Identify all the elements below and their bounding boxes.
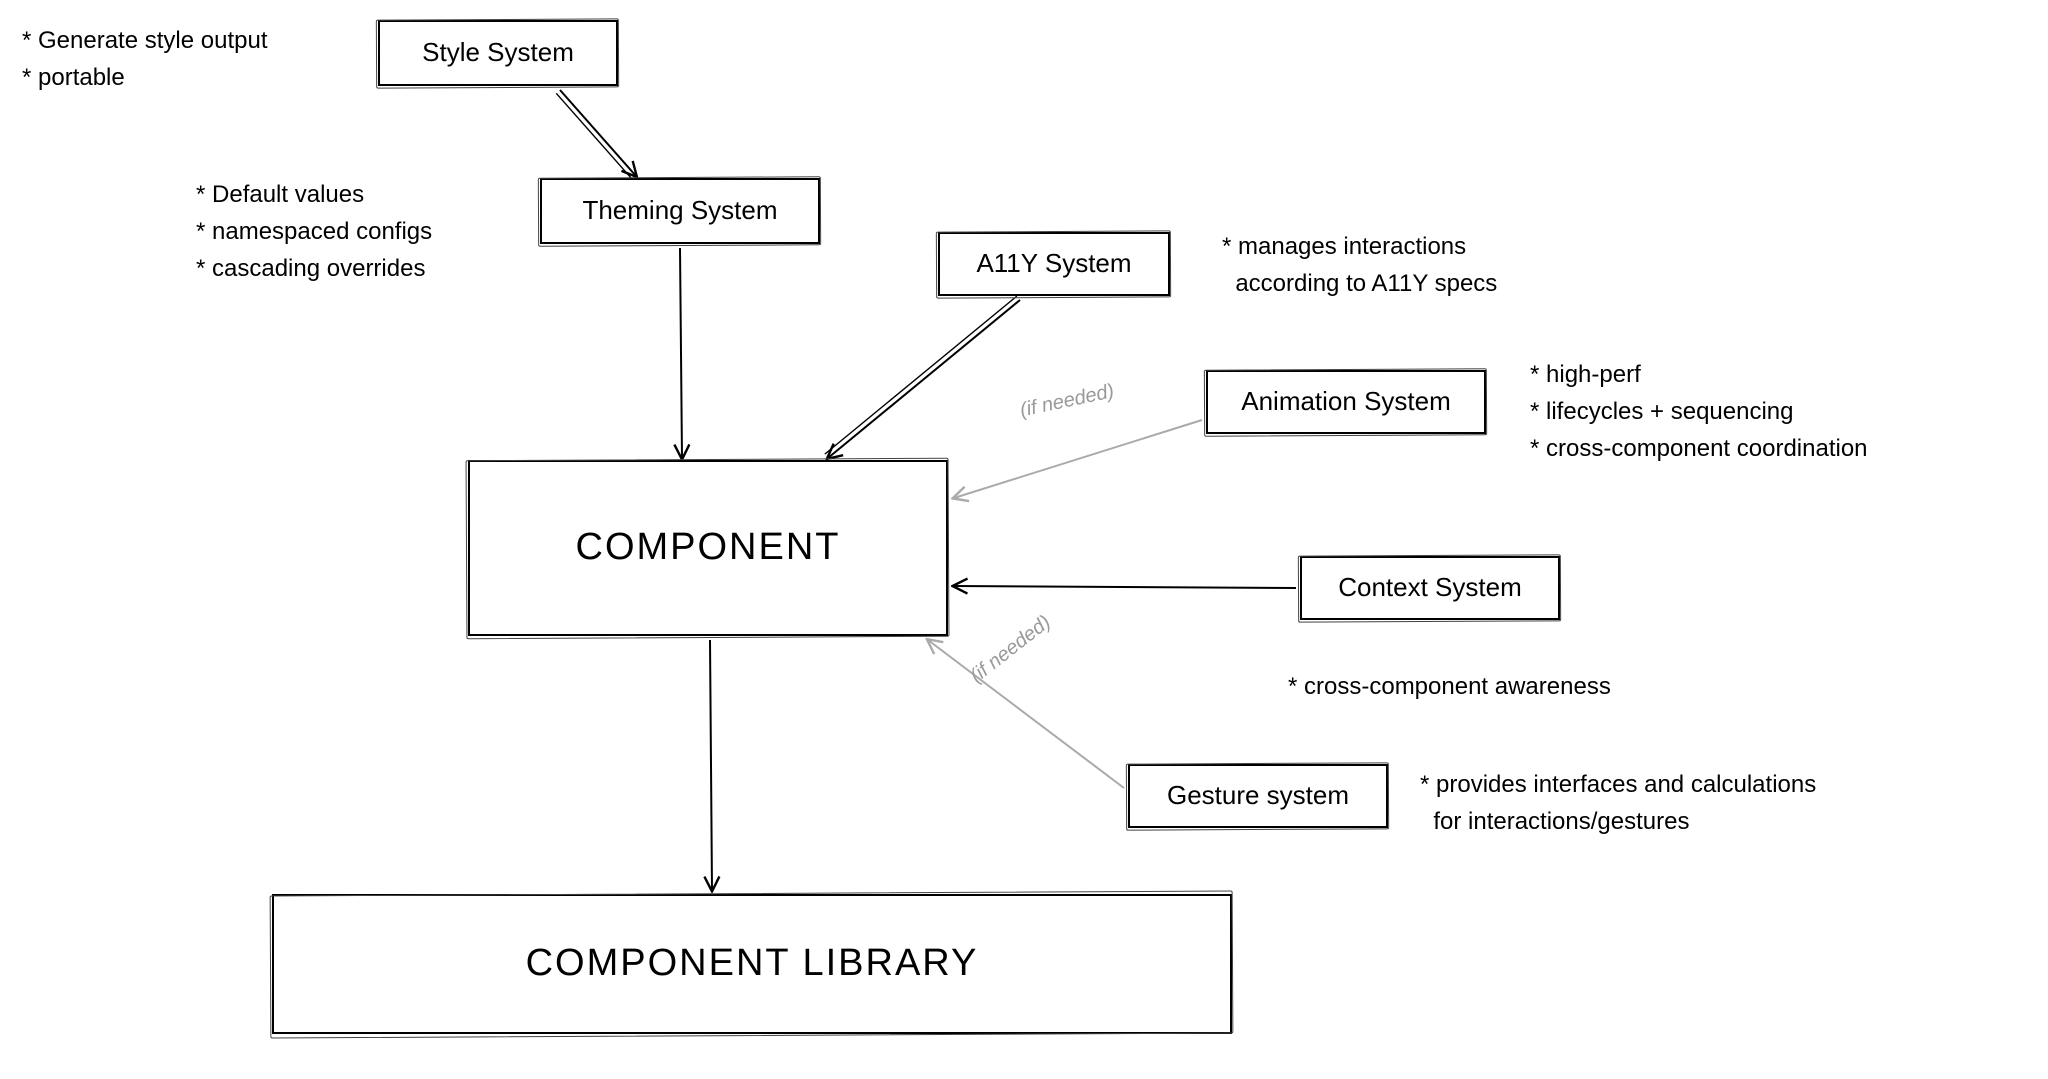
node-gesture-system: Gesture system [1128, 764, 1388, 828]
node-component-library: COMPONENT LIBRARY [272, 894, 1232, 1034]
note-theming: * Default values * namespaced configs * … [196, 176, 432, 288]
edge-a11y-to-component-b [825, 296, 1017, 454]
edge-gesture-to-component [928, 640, 1124, 788]
node-style-system: Style System [378, 20, 618, 86]
node-label: Gesture system [1167, 780, 1349, 811]
node-animation-system: Animation System [1206, 370, 1486, 434]
note-context: * cross-component awareness [1288, 668, 1611, 705]
note-gesture: * provides interfaces and calculations f… [1420, 766, 1816, 840]
note-style: * Generate style output * portable [22, 22, 267, 96]
edge-a11y-to-component [828, 300, 1020, 458]
edge-theming-to-component [680, 248, 682, 458]
node-component: COMPONENT [468, 460, 948, 636]
edge-style-to-theming [560, 90, 636, 176]
node-label: Theming System [582, 195, 777, 226]
node-label: Style System [422, 37, 574, 68]
diagram-canvas: Style System Theming System A11Y System … [0, 0, 2048, 1079]
node-label: Context System [1338, 572, 1522, 603]
edge-context-to-component [954, 586, 1296, 588]
node-label: A11Y System [976, 248, 1131, 279]
note-a11y: * manages interactions according to A11Y… [1222, 228, 1497, 302]
edge-animation-to-component [954, 420, 1202, 498]
edge-style-to-theming-b [556, 93, 632, 179]
node-label: Animation System [1241, 386, 1451, 417]
note-animation: * high-perf * lifecycles + sequencing * … [1530, 356, 1868, 468]
node-theming-system: Theming System [540, 178, 820, 244]
node-label: COMPONENT LIBRARY [526, 941, 979, 987]
node-a11y-system: A11Y System [938, 232, 1170, 296]
node-label: COMPONENT [576, 525, 841, 571]
node-context-system: Context System [1300, 556, 1560, 620]
edge-component-to-library [710, 640, 712, 890]
